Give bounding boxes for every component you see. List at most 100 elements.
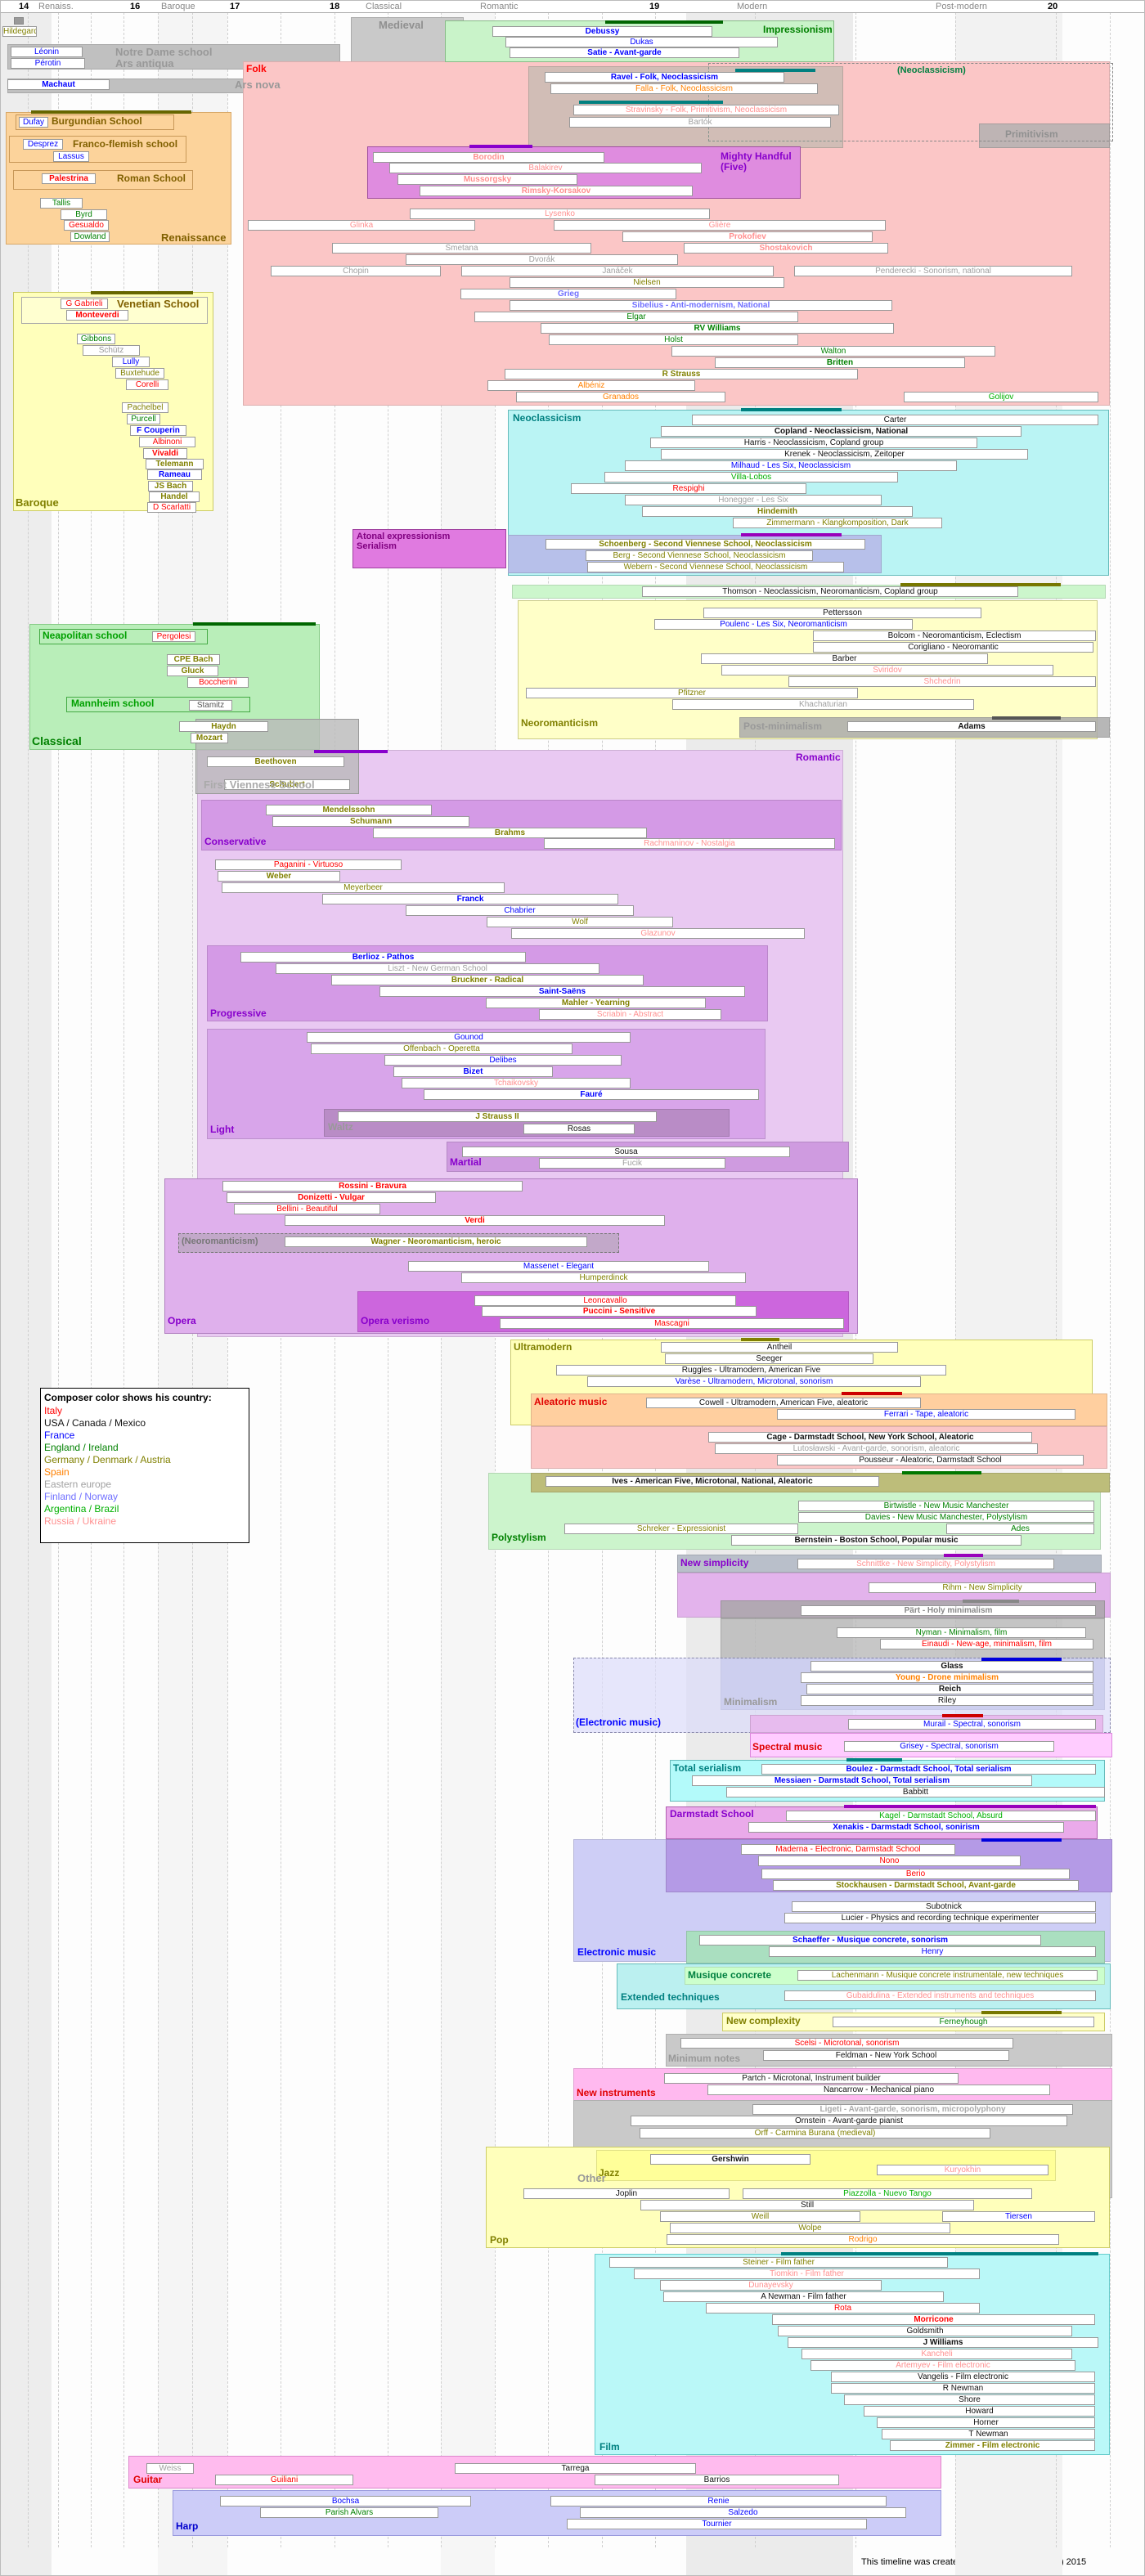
bar-franck: Franck [322, 894, 618, 904]
bar-rossini-bravura: Rossini - Bravura [222, 1181, 523, 1192]
label-mighty-handful-five: Mighty Handful (Five) [721, 150, 792, 173]
label-medieval: Medieval [379, 19, 424, 31]
bar-harris-neoclassicism-copland-group: Harris - Neoclassicism, Copland group [650, 438, 977, 448]
bar-morricone: Morricone [772, 2314, 1095, 2325]
axis-tick-romantic: Romantic [480, 2, 519, 11]
bar-sviridov: Sviridov [721, 665, 1053, 675]
label-guitar: Guitar [133, 2474, 163, 2485]
bar-bernstein-boston-school-popular-music: Bernstein - Boston School, Popular music [731, 1535, 1022, 1546]
bar-chopin: Chopin [271, 266, 441, 276]
primitivism-box [979, 123, 1110, 148]
bar-kancheli: Kancheli [802, 2349, 1072, 2359]
bar-dowland: Dowland [70, 231, 110, 242]
label-martial: Martial [450, 1156, 482, 1168]
bar-rodrigo: Rodrigo [667, 2234, 1059, 2245]
bar-antheil: Antheil [661, 1342, 898, 1353]
label-neoromanticism: Neoromanticism [521, 717, 599, 729]
bar-salzedo: Salzedo [580, 2507, 906, 2518]
bar-chabrier: Chabrier [406, 905, 634, 916]
bar-scelsi-microtonal-sonorism: Scelsi - Microtonal, sonorism [680, 2038, 1013, 2049]
bar-gesualdo: Gesualdo [64, 220, 109, 231]
bar-dufay: Dufay [19, 117, 48, 128]
bar-paganini-virtuoso: Paganini - Virtuoso [215, 859, 402, 870]
bar-glazunov: Glazunov [511, 928, 805, 939]
axis-tick-17: 17 [230, 2, 240, 11]
axis-tick-18: 18 [330, 2, 340, 11]
label-other: Other [577, 2172, 606, 2184]
bar-p-rotin: Pérotin [11, 58, 85, 69]
bar-gershwin: Gershwin [650, 2154, 810, 2165]
bar-grieg: Grieg [460, 289, 676, 299]
bar-smetana: Smetana [332, 243, 591, 254]
accent-line [992, 716, 1061, 720]
accent-line [579, 101, 723, 104]
bar-pfitzner: Pfitzner [526, 688, 858, 698]
bar-t-newman: T Newman [882, 2429, 1095, 2439]
bar-delibes: Delibes [384, 1055, 622, 1066]
label-neoclassicism: Neoclassicism [513, 412, 581, 424]
bar-j-williams: J Williams [788, 2337, 1098, 2348]
bar-glass: Glass [810, 1661, 1093, 1672]
century-gridline [28, 12, 29, 2547]
bar-berio: Berio [761, 1869, 1070, 1879]
century-gridline [955, 12, 956, 2547]
bar-rosas: Rosas [523, 1124, 635, 1134]
bar-zimmer-film-electronic: Zimmer - Film electronic [890, 2440, 1095, 2451]
bar-nono: Nono [758, 1856, 1021, 1866]
label-extended-techniques: Extended techniques [621, 1991, 720, 2003]
bar-satie-avant-garde: Satie - Avant-garde [510, 47, 739, 58]
bar-glinka: Glinka [248, 220, 475, 231]
bar-telemann: Telemann [146, 459, 204, 469]
bar-ligeti-avant-garde-sonorism-micropolyphony: Ligeti - Avant-garde, sonorism, micropol… [752, 2104, 1073, 2115]
bar-tallis: Tallis [40, 198, 83, 209]
bar-seeger: Seeger [665, 1353, 873, 1364]
bar-davies-new-music-manchester-polystylism: Davies - New Music Manchester, Polystyli… [798, 1512, 1094, 1523]
bar-desprez: Desprez [23, 139, 63, 150]
accent-line [844, 1805, 1096, 1808]
label-electronic-music: (Electronic music) [576, 1717, 662, 1728]
bar-prokofiev: Prokofiev [622, 231, 873, 242]
bar-dvor-k: Dvorák [406, 254, 678, 265]
bar-schubert: Schubert [224, 779, 350, 790]
bar-lully: Lully [112, 357, 150, 367]
bar-reich: Reich [806, 1684, 1093, 1694]
bar-bolcom-neoromanticism-eclectism: Bolcom - Neoromanticism, Eclectism [813, 631, 1096, 641]
bar-carter: Carter [692, 415, 1098, 425]
axis-tick-baroque: Baroque [161, 2, 195, 11]
accent-line [963, 1600, 1019, 1603]
bar-nancarrow-mechanical-piano: Nancarrow - Mechanical piano [707, 2085, 1050, 2095]
era-axis-header: 14 Renaiss. 16 Baroque 17 18 Classical Romantic… [1, 1, 1144, 13]
bar-rota: Rota [706, 2303, 980, 2313]
bar-gli-re: Glière [554, 220, 886, 231]
bar-tarrega: Tarrega [455, 2463, 696, 2474]
century-gridline [123, 12, 124, 2547]
bar-mendelssohn: Mendelssohn [266, 805, 432, 815]
bar-orff-carmina-burana-medieval: Orff - Carmina Burana (medieval) [640, 2128, 990, 2138]
bar-schreker-expressionist: Schreker - Expressionist [564, 1524, 798, 1534]
accent-line [902, 1471, 981, 1474]
country-color-legend: Composer color shows his country: Italy U… [40, 1388, 249, 1543]
bar-brahms: Brahms [373, 828, 647, 838]
bar-dukas: Dukas [505, 37, 778, 47]
bar-var-se-ultramodern-microtonal-sonorism: Varèse - Ultramodern, Microtonal, sonori… [587, 1376, 921, 1387]
bar-boulez-darmstadt-school-total-serialism: Boulez - Darmstadt School, Total seriali… [761, 1764, 1096, 1775]
bar-j-strauss-ii: J Strauss II [338, 1111, 657, 1122]
label-post-minimalism: Post-minimalism [743, 720, 823, 732]
accent-line [944, 1554, 983, 1557]
bar-golijov: Golijov [904, 392, 1098, 402]
axis-tick-20: 20 [1048, 2, 1058, 11]
bar-young-drone-minimalism: Young - Drone minimalism [801, 1672, 1093, 1683]
label-darmstadt-school: Darmstadt School [670, 1808, 754, 1820]
bar-mascagni: Mascagni [500, 1318, 844, 1329]
label-spectral-music: Spectral music [752, 1741, 823, 1752]
legend-entry-eastern-europe: Eastern europe [44, 1479, 112, 1490]
bar-kagel-darmstadt-school-absurd: Kagel - Darmstadt School, Absurd [786, 1811, 1096, 1821]
label-neoclassicism: (Neoclassicism) [897, 65, 966, 75]
label-waltz: Waltz [328, 1121, 353, 1133]
bar-cowell-ultramodern-american-five-aleatoric: Cowell - Ultramodern, American Five, ale… [646, 1398, 921, 1408]
label-opera-verismo: Opera verismo [361, 1315, 430, 1326]
bar-penderecki-sonorism-national: Penderecki - Sonorism, national [794, 266, 1072, 276]
label-first-viennese-school: First Viennese School [204, 779, 315, 791]
bar-schumann: Schumann [272, 816, 469, 827]
bar-messiaen-darmstadt-school-total-serialism: Messiaen - Darmstadt School, Total seria… [692, 1775, 1032, 1786]
